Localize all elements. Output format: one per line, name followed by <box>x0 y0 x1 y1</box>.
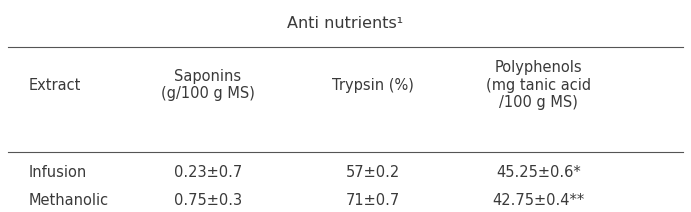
Text: Anti nutrients¹: Anti nutrients¹ <box>287 16 404 31</box>
Text: Trypsin (%): Trypsin (%) <box>332 78 414 93</box>
Text: 0.23±0.7: 0.23±0.7 <box>173 165 242 180</box>
Text: 57±0.2: 57±0.2 <box>346 165 400 180</box>
Text: Extract: Extract <box>29 78 82 93</box>
Text: Infusion: Infusion <box>29 165 87 180</box>
Text: Methanolic: Methanolic <box>29 193 109 208</box>
Text: 0.75±0.3: 0.75±0.3 <box>174 193 242 208</box>
Text: 71±0.7: 71±0.7 <box>346 193 400 208</box>
Text: Saponins
(g/100 g MS): Saponins (g/100 g MS) <box>161 69 255 101</box>
Text: 45.25±0.6*: 45.25±0.6* <box>496 165 580 180</box>
Text: 42.75±0.4**: 42.75±0.4** <box>492 193 585 208</box>
Text: Polyphenols
(mg tanic acid
/100 g MS): Polyphenols (mg tanic acid /100 g MS) <box>486 60 591 110</box>
